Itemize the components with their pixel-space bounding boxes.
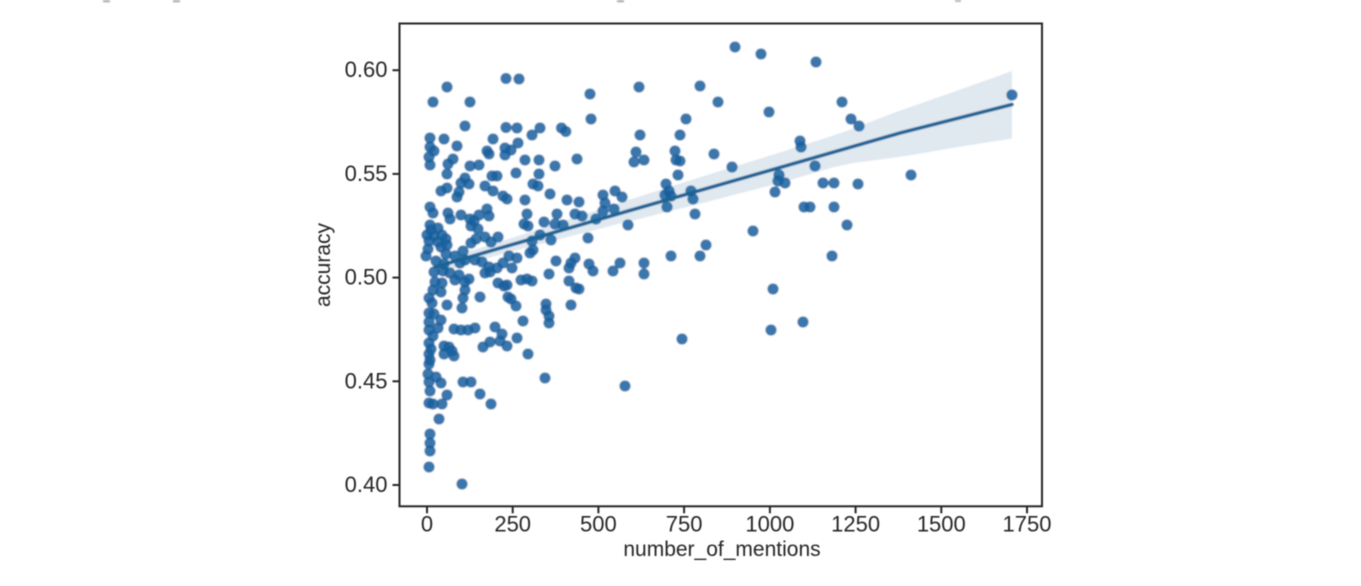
- svg-text:500: 500: [580, 511, 617, 536]
- svg-text:1000: 1000: [745, 511, 794, 536]
- svg-text:0.40: 0.40: [345, 472, 388, 497]
- svg-text:number_of_mentions: number_of_mentions: [623, 538, 820, 561]
- svg-text:1500: 1500: [917, 511, 966, 536]
- svg-text:250: 250: [494, 511, 531, 536]
- svg-text:0: 0: [421, 511, 433, 536]
- svg-text:0.55: 0.55: [345, 161, 388, 186]
- svg-text:accuracy: accuracy: [312, 222, 335, 307]
- svg-text:0.50: 0.50: [345, 265, 388, 290]
- svg-text:1250: 1250: [831, 511, 880, 536]
- svg-text:0.45: 0.45: [345, 368, 388, 393]
- svg-text:750: 750: [666, 511, 703, 536]
- svg-text:1750: 1750: [1003, 511, 1052, 536]
- svg-text:0.60: 0.60: [345, 57, 388, 82]
